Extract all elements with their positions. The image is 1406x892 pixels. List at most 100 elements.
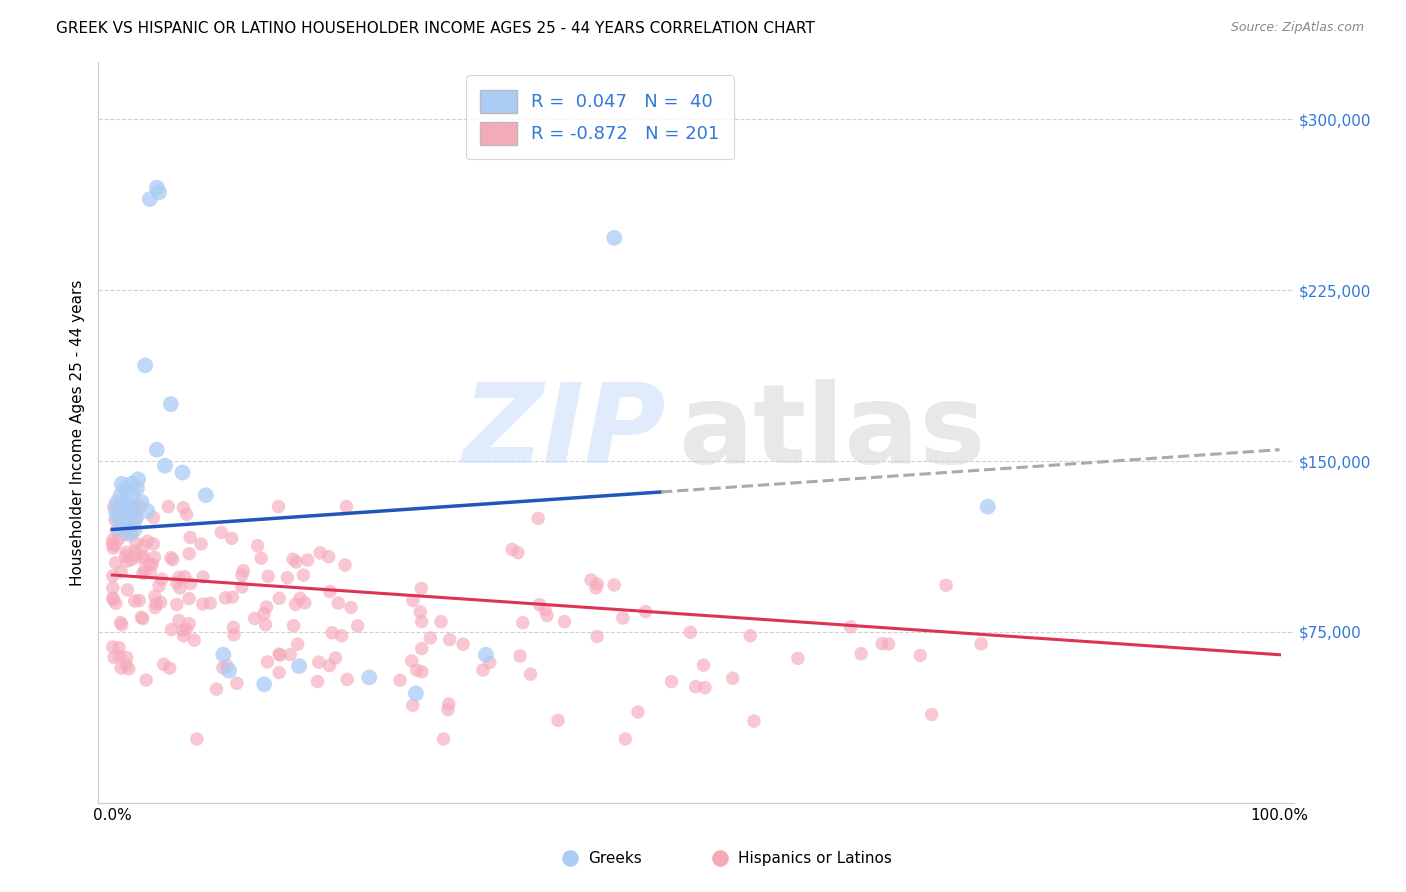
Point: [122, 504, 145, 518]
Point: [254, 617, 277, 632]
Point: [150, 572, 173, 586]
Point: [256, 599, 278, 614]
Point: [186, 731, 208, 746]
Point: [172, 500, 194, 515]
Point: [269, 591, 291, 606]
Point: [212, 648, 235, 662]
Point: [132, 566, 155, 581]
Point: [120, 526, 142, 541]
Point: [411, 665, 433, 679]
Point: [269, 665, 291, 680]
Point: [232, 564, 254, 578]
Point: [276, 571, 298, 585]
Point: [325, 651, 347, 665]
Point: [131, 495, 153, 509]
Point: [411, 641, 433, 656]
Point: [146, 442, 169, 457]
Point: [321, 625, 343, 640]
Point: [970, 637, 993, 651]
Point: [506, 546, 529, 560]
Point: [112, 511, 135, 525]
Point: [101, 640, 124, 654]
Point: [101, 533, 124, 547]
Point: [101, 592, 124, 607]
Point: [101, 569, 124, 583]
Point: [527, 511, 550, 525]
Point: [411, 615, 433, 629]
Point: [127, 472, 149, 486]
Point: [120, 508, 142, 523]
Point: [439, 632, 461, 647]
Point: [308, 655, 330, 669]
Point: [721, 671, 744, 685]
Point: [536, 608, 558, 623]
Point: [114, 549, 136, 563]
Point: [209, 525, 232, 540]
Point: [167, 570, 190, 584]
Point: [740, 629, 762, 643]
Point: [478, 656, 501, 670]
Point: [159, 661, 181, 675]
Text: atlas: atlas: [678, 379, 986, 486]
Point: [253, 677, 276, 691]
Point: [172, 466, 194, 480]
Point: [115, 495, 138, 509]
Point: [160, 623, 183, 637]
Point: [131, 610, 153, 624]
Point: [679, 625, 702, 640]
Point: [221, 590, 243, 604]
Point: [411, 582, 433, 596]
Point: [115, 650, 138, 665]
Point: [104, 596, 127, 610]
Point: [437, 702, 460, 716]
Point: [111, 617, 134, 632]
Point: [214, 591, 236, 605]
Point: [180, 576, 202, 591]
Point: [231, 580, 253, 594]
Point: [128, 593, 150, 607]
Point: [437, 697, 460, 711]
Point: [330, 629, 353, 643]
Point: [212, 661, 235, 675]
Point: [117, 504, 139, 518]
Point: [103, 650, 125, 665]
Point: [110, 661, 132, 675]
Point: [145, 597, 167, 611]
Point: [173, 570, 195, 584]
Point: [111, 476, 134, 491]
Point: [554, 615, 576, 629]
Point: [346, 619, 368, 633]
Point: [160, 550, 183, 565]
Point: [115, 545, 138, 559]
Point: [288, 591, 311, 606]
Point: [143, 589, 166, 603]
Point: [143, 550, 166, 565]
Point: [634, 605, 657, 619]
Point: [222, 628, 245, 642]
Point: [231, 568, 253, 582]
Point: [125, 482, 148, 496]
Point: [101, 541, 124, 555]
Point: [136, 504, 159, 518]
Point: [148, 579, 170, 593]
Point: [139, 192, 162, 206]
Point: [292, 568, 315, 582]
Point: [692, 658, 714, 673]
Point: [115, 520, 138, 534]
Point: [125, 536, 148, 550]
Point: [389, 673, 412, 688]
Point: [297, 553, 319, 567]
Point: [107, 533, 129, 547]
Point: [139, 558, 162, 572]
Point: [547, 714, 569, 728]
Point: [117, 508, 139, 522]
Point: [786, 651, 808, 665]
Point: [409, 605, 432, 619]
Point: [124, 523, 146, 537]
Point: [401, 654, 423, 668]
Point: [166, 598, 188, 612]
Point: [256, 655, 278, 669]
Point: [115, 658, 138, 673]
Point: [281, 552, 304, 566]
Point: [519, 667, 541, 681]
